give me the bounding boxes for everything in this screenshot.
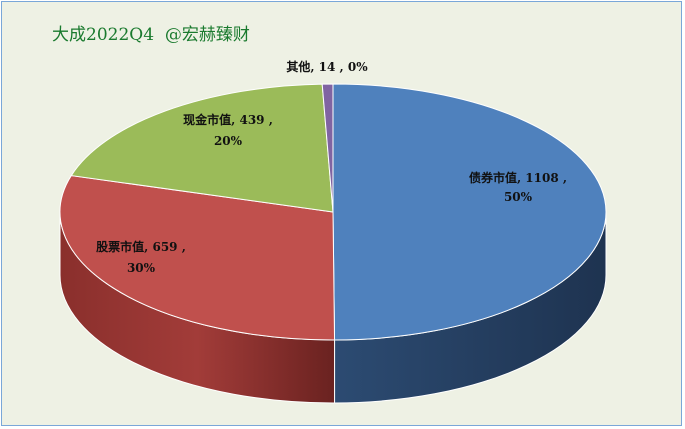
- chart-title: 大成2022Q4 @宏赫臻财: [52, 25, 250, 45]
- pie-slice-1: [59, 175, 336, 341]
- data-label-0-l2: 50%: [504, 190, 533, 204]
- pie-slice-2: [70, 83, 334, 213]
- pie-slice-0: [332, 83, 607, 341]
- data-label-1-l2: 30%: [127, 261, 156, 275]
- data-label-1-l1: 股票市值, 659 ,: [96, 239, 186, 254]
- data-label-0-l1: 债券市值, 1108 ,: [469, 170, 567, 185]
- data-label-2-l2: 20%: [214, 134, 243, 148]
- data-label-2-l1: 现金市值, 439 ,: [183, 112, 273, 127]
- data-label-3-l1: 其他, 14 , 0%: [286, 59, 368, 74]
- pie-slice-3: [321, 83, 334, 213]
